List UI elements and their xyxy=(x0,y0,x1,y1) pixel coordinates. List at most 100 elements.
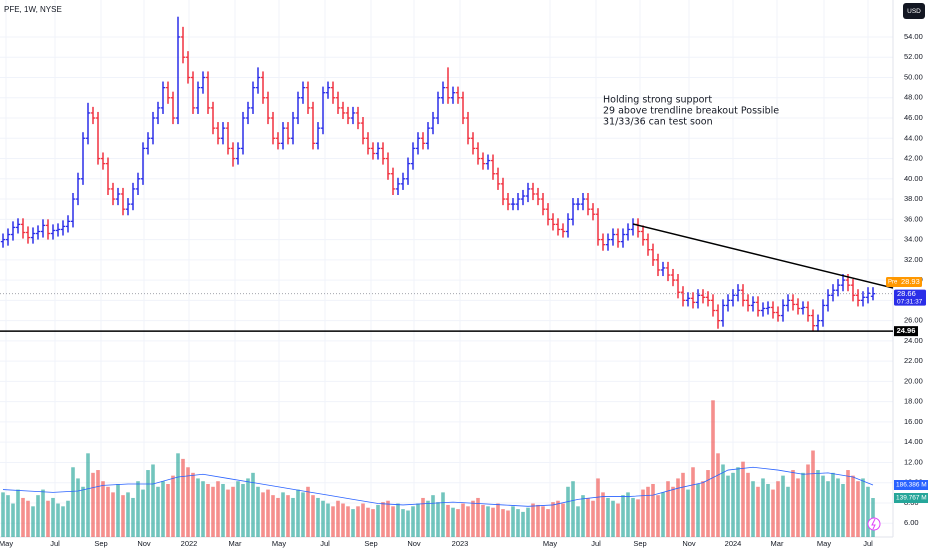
ohlc-bar xyxy=(255,67,261,94)
volume-bar xyxy=(601,492,605,537)
premarket-price: 28.93 xyxy=(901,277,920,286)
volume-bar xyxy=(206,483,210,537)
volume-bar xyxy=(571,481,575,537)
volume-bar xyxy=(146,470,150,537)
volume-bar xyxy=(36,495,40,537)
ohlc-bar xyxy=(535,187,541,206)
volume-bar xyxy=(781,475,785,537)
volume-bar xyxy=(81,486,85,537)
ohlc-bar xyxy=(705,291,711,307)
volume-ma-line xyxy=(2,466,874,507)
volume-bar xyxy=(866,486,870,537)
ohlc-bar xyxy=(590,203,596,221)
volume-bar xyxy=(311,495,315,537)
ohlc-bar xyxy=(330,81,336,104)
volume-bar xyxy=(331,506,335,537)
volume-bar xyxy=(386,500,390,537)
ohlc-bar xyxy=(405,157,411,185)
ohlc-bar xyxy=(820,299,826,327)
volume-bar xyxy=(256,486,260,537)
volume-bar xyxy=(486,506,490,537)
ohlc-bar xyxy=(565,213,571,238)
y-tick-label: 38.00 xyxy=(904,194,923,203)
ohlc-bar xyxy=(540,192,546,216)
ohlc-bar xyxy=(780,299,786,322)
volume-bar xyxy=(541,506,545,537)
y-tick-label: 44.00 xyxy=(904,133,923,142)
volume-bar xyxy=(466,506,470,537)
ohlc-bar xyxy=(305,81,311,114)
volume-bar xyxy=(136,481,140,537)
volume-bar xyxy=(116,483,120,537)
volume-bar xyxy=(181,458,185,537)
volume-bar xyxy=(786,486,790,537)
volume-bar xyxy=(361,503,365,537)
volume-bar xyxy=(551,502,555,537)
ohlc-bar xyxy=(145,132,151,155)
alert-icon-bolt[interactable] xyxy=(871,518,876,530)
ohlc-bar xyxy=(430,111,436,135)
volume-bar xyxy=(671,486,675,537)
volume-bar xyxy=(166,483,170,537)
ohlc-bar xyxy=(125,198,131,216)
volume-bar xyxy=(226,489,230,537)
ohlc-bar xyxy=(745,294,751,312)
ohlc-bar xyxy=(275,132,281,150)
volume-bar xyxy=(641,489,645,537)
volume-bar xyxy=(726,475,730,537)
ohlc-bar xyxy=(830,284,836,302)
ohlc-bar xyxy=(195,81,201,114)
volume-bar xyxy=(101,481,105,537)
volume-bar xyxy=(811,450,815,537)
y-tick-label: 32.00 xyxy=(904,255,923,264)
ohlc-bar xyxy=(670,268,676,287)
volume-bar xyxy=(246,478,250,537)
volume-bar xyxy=(531,503,535,537)
volume-bar xyxy=(496,503,500,537)
volume-bar xyxy=(676,478,680,537)
volume-bar xyxy=(271,495,275,537)
ohlc-bar xyxy=(75,172,81,206)
ohlc-bar xyxy=(480,152,486,170)
ohlc-bar xyxy=(730,289,736,307)
ohlc-bar xyxy=(795,298,801,315)
y-tick-label: 46.00 xyxy=(904,113,923,122)
ohlc-bar xyxy=(160,81,166,114)
volume-bar xyxy=(791,470,795,537)
y-tick-label: 54.00 xyxy=(904,32,923,41)
ohlc-bar xyxy=(30,227,36,244)
x-tick-label: Nov xyxy=(137,539,151,548)
x-tick-label: Sep xyxy=(94,539,107,548)
ohlc-bar xyxy=(365,132,371,155)
ohlc-bar xyxy=(270,111,276,145)
ohlc-bar xyxy=(465,111,471,145)
volume-bar xyxy=(461,503,465,537)
volume-bar xyxy=(836,478,840,537)
volume-bar xyxy=(451,507,455,537)
volume-bar xyxy=(681,472,685,537)
currency-box[interactable] xyxy=(903,3,925,19)
x-tick-label: May xyxy=(817,539,831,548)
ohlc-bar xyxy=(155,101,161,125)
ohlc-bar xyxy=(485,154,491,170)
volume-bar xyxy=(436,502,440,537)
ohlc-bar xyxy=(105,157,111,196)
volume-bar xyxy=(16,489,20,537)
currency-label[interactable]: USD xyxy=(907,8,921,15)
ohlc-bar xyxy=(290,111,296,145)
x-tick-label: Sep xyxy=(364,539,377,548)
ohlc-bar xyxy=(135,172,141,196)
ohlc-bar xyxy=(555,218,561,236)
volume-bar xyxy=(126,492,130,537)
annotation-line: 29 above trendline breakout Possible xyxy=(603,106,779,117)
volume-bar xyxy=(426,500,430,537)
ohlc-bar xyxy=(770,301,776,319)
volume-bar xyxy=(281,492,285,537)
ohlc-bar xyxy=(85,102,91,145)
alert-icon[interactable] xyxy=(867,517,881,531)
ohlc-bar xyxy=(515,192,521,211)
ohlc-bar xyxy=(720,299,726,327)
ohlc-bar xyxy=(325,81,331,99)
ohlc-bar xyxy=(510,198,516,211)
ohlc-bar xyxy=(415,132,421,155)
